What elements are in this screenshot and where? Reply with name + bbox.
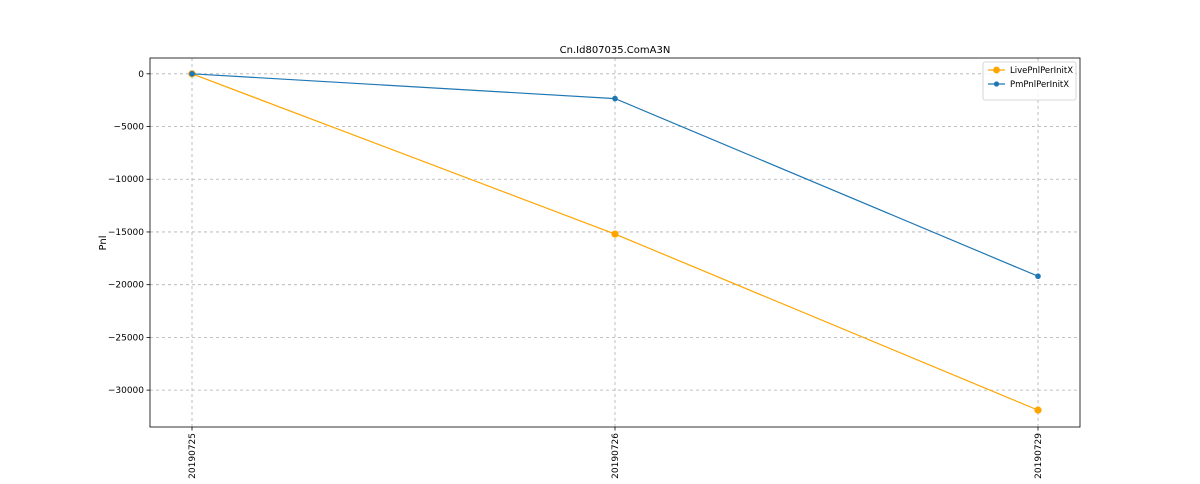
series-PmPnlPerInitX [189, 71, 1041, 280]
grid-layer [150, 58, 1080, 427]
data-point [611, 230, 619, 238]
data-point [1034, 406, 1042, 414]
legend-marker [993, 66, 1000, 74]
y-tick-label: −25000 [108, 333, 144, 343]
y-tick-label: −5000 [114, 123, 145, 133]
y-tick-label: −20000 [108, 281, 144, 291]
y-axis-label: Pnl [98, 236, 109, 251]
legend-item: PmPnlPerInitX [988, 80, 1069, 90]
legend-label: LivePnlPerInitX [1010, 66, 1073, 76]
y-tick-label: −30000 [108, 386, 144, 396]
legend-label: PmPnlPerInitX [1010, 80, 1069, 90]
data-point [1035, 273, 1041, 280]
legend-box [982, 61, 1077, 101]
x-tick-label: 20190726 [611, 433, 621, 479]
y-tick-label: −15000 [108, 228, 144, 238]
chart-title: Cn.Id807035.ComA3N [560, 45, 671, 56]
x-tick-label: 20190725 [188, 433, 198, 479]
series-layer [188, 70, 1042, 414]
series-LivePnlPerInitX [188, 70, 1042, 414]
x-tick-label: 20190729 [1034, 433, 1044, 479]
y-tick-label: 0 [138, 70, 144, 80]
tick-layer: 0 −5000 −10000 −15000 −20000 −25000 −30000 2019… [108, 70, 1044, 479]
data-point [189, 71, 195, 77]
legend-item: LivePnlPerInitX [988, 66, 1073, 76]
legend: LivePnlPerInitX PmPnlPerInitX [982, 61, 1077, 101]
y-tick-label: −10000 [108, 175, 144, 185]
data-point [612, 95, 618, 102]
legend-marker [993, 81, 1000, 87]
